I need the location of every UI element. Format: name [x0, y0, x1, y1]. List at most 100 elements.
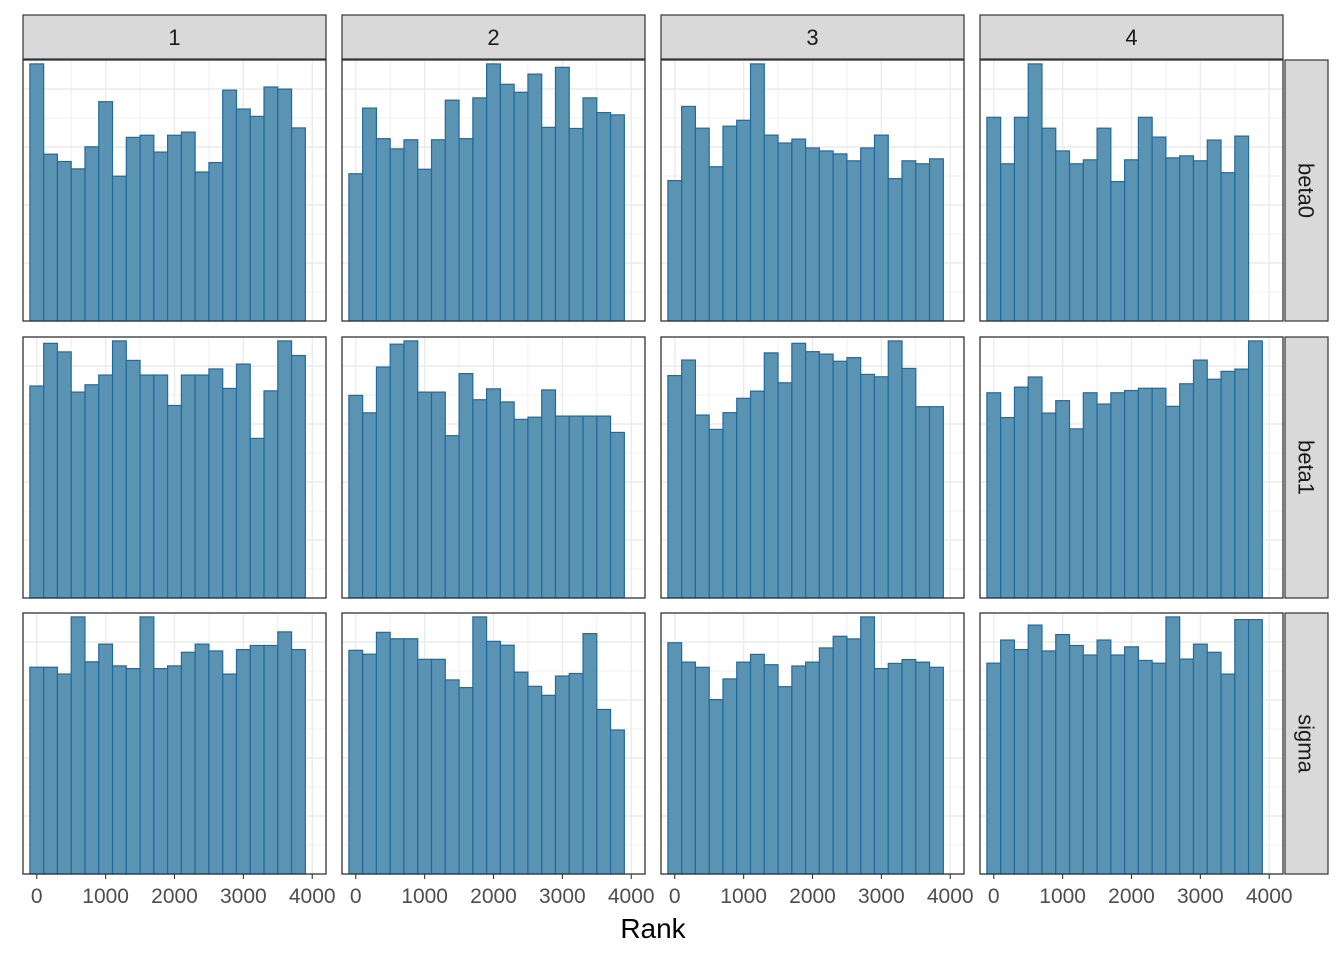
histogram-bar: [111, 175, 127, 322]
panel-border: [22, 336, 327, 599]
histogram-bar: [235, 648, 251, 875]
histogram-bar: [1082, 392, 1098, 599]
histogram-bar: [722, 412, 738, 599]
histogram-bar: [417, 658, 433, 875]
histogram-bar: [791, 665, 807, 875]
x-tick-label: 4000: [608, 885, 655, 908]
histogram-bar: [1165, 405, 1181, 599]
histogram-bar: [84, 384, 100, 599]
column-strip-label: 1: [168, 25, 180, 50]
histogram-bar: [1220, 673, 1236, 875]
histogram-bar: [194, 171, 210, 322]
histogram-bar: [444, 679, 460, 875]
x-axis-ticks-column-4: 0 1000 2000 3000 4000: [988, 874, 1293, 908]
histogram-bar: [362, 107, 378, 322]
histogram-bar: [708, 166, 724, 322]
histogram-bar: [389, 638, 405, 875]
histogram-bar: [805, 661, 820, 875]
histogram-bar: [681, 105, 697, 322]
histogram-bar: [1151, 662, 1167, 875]
histogram-bar: [1151, 387, 1167, 599]
histogram-bar: [1247, 340, 1263, 599]
histogram-bar: [277, 340, 293, 599]
histogram-bar: [486, 63, 501, 322]
histogram-bar: [1082, 654, 1098, 875]
histogram-bar: [499, 644, 515, 875]
panel-border: [22, 59, 327, 322]
histogram-bar: [263, 390, 279, 599]
x-tick-label: 4000: [927, 885, 974, 908]
histogram-bar: [681, 359, 697, 599]
histogram-bar: [873, 667, 889, 875]
x-tick-label: 0: [350, 885, 362, 908]
histogram-bar: [582, 97, 598, 322]
histogram-bar: [596, 415, 612, 599]
histogram-bar: [43, 342, 59, 599]
histogram-bar: [375, 631, 391, 875]
histogram-bar: [609, 114, 625, 322]
histogram-bar: [915, 661, 931, 875]
row-strip-background: [1284, 612, 1329, 875]
histogram-bar: [472, 97, 488, 322]
histogram-bar: [70, 391, 86, 599]
histogram-bar: [846, 638, 862, 875]
histogram-bar: [582, 415, 598, 599]
histogram-bar: [1165, 157, 1181, 322]
panel-beta0-1: [22, 59, 327, 322]
histogram-bar: [1220, 370, 1236, 599]
row-strip-label: beta0: [1294, 163, 1319, 218]
histogram-bar: [527, 416, 543, 599]
histogram-bar: [486, 640, 501, 875]
histogram-bar: [1013, 648, 1029, 875]
x-tick-label: 3000: [1177, 885, 1224, 908]
histogram-bar: [1000, 163, 1016, 322]
histogram-bar: [1137, 387, 1153, 599]
column-strip-label: 4: [1125, 25, 1137, 50]
histogram-bar: [43, 666, 59, 875]
histogram-bar: [194, 374, 210, 599]
histogram-bar: [139, 134, 155, 322]
histogram-bar: [928, 666, 944, 875]
histogram-bar: [125, 668, 141, 875]
histogram-bar: [84, 146, 100, 322]
histogram-bar: [596, 112, 612, 322]
histogram-bar: [290, 354, 306, 599]
histogram-bar: [568, 127, 584, 322]
histogram-bar: [472, 399, 488, 599]
histogram-bar: [1192, 643, 1208, 875]
histogram-bar: [901, 658, 917, 875]
histogram-bar: [444, 99, 460, 322]
histogram-bar: [153, 374, 169, 599]
column-strip-4: 4: [979, 14, 1284, 60]
histogram-bar: [111, 340, 127, 599]
histogram-bar: [1124, 159, 1139, 322]
histogram-bar: [235, 108, 251, 322]
histogram-bar: [846, 160, 862, 322]
x-tick-label: 3000: [220, 885, 267, 908]
panel-sigma-2: [341, 612, 646, 875]
column-strip-label: 2: [487, 25, 499, 50]
histogram-bar: [887, 178, 903, 322]
histogram-bar: [208, 161, 224, 322]
histogram-bar: [222, 673, 238, 875]
histogram-bar: [873, 376, 889, 599]
panel-border: [979, 336, 1284, 599]
histogram-bar: [1192, 359, 1208, 599]
histogram-bar: [111, 665, 127, 875]
histogram-bar: [749, 390, 765, 599]
histogram-bar: [1041, 127, 1057, 322]
histogram-bar: [1165, 616, 1181, 875]
histogram-bar: [513, 91, 529, 322]
histogram-bar: [249, 115, 265, 322]
histogram-bar: [486, 388, 501, 599]
histogram-bar: [1124, 389, 1139, 599]
histogram-bar: [403, 638, 419, 875]
histogram-bar: [362, 412, 378, 599]
histogram-bar: [708, 428, 724, 599]
histogram-bar: [736, 397, 752, 599]
x-tick-label: 1000: [401, 885, 448, 908]
histogram-bar: [1068, 644, 1084, 875]
histogram-bar: [263, 86, 279, 322]
histogram-bar: [1110, 392, 1126, 599]
x-axis-ticks-column-2: 0 1000 2000 3000 4000: [350, 874, 655, 908]
